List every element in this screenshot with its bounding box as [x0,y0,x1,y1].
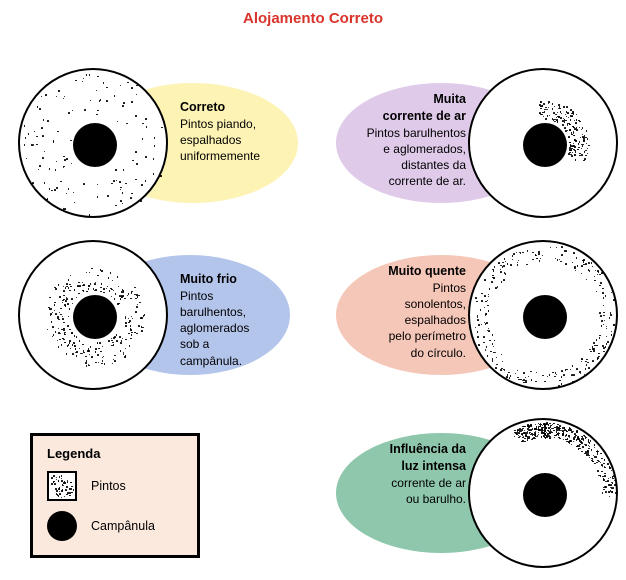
panel-text: Muita corrente de ar Pintos barulhentos e a… [367,91,466,190]
panel-text: Correto Pintos piando, espalhados uniformem… [180,99,260,164]
brooder-icon [523,473,567,517]
brooder-circle [468,418,618,568]
panel-muito_quente: Muito quente Pintos sonolentos, espalhados p… [318,235,618,395]
panel-desc-line: Pintos [433,281,466,295]
legend-swatch-pintos [47,471,77,501]
legend-row: Campânula [47,511,183,541]
panel-correto: Correto Pintos piando, espalhados uniformem… [18,63,318,223]
panel-text: Muito quente Pintos sonolentos, espalhados p… [388,263,466,361]
panel-muita_corrente: Muita corrente de ar Pintos barulhentos e a… [318,63,618,223]
panel-heading: Muito frio [180,272,237,286]
panel-muito_frio: Muito frio Pintos barulhentos, aglomerados s… [18,235,318,395]
panel-heading: Muito quente [388,264,466,278]
brooder-icon [523,123,567,167]
diagram-grid: Correto Pintos piando, espalhados uniformem… [0,35,626,577]
panel-desc-line: corrente de ar. [389,174,466,188]
brooder-circle [468,68,618,218]
panel-heading: Influência da [390,442,466,456]
panel-desc-line: barulhentos, [180,305,246,319]
page-title: Alojamento Correto [0,0,626,35]
brooder-icon [73,295,117,339]
panel-desc-line: pelo perímetro [389,329,466,343]
panel-desc-line: Pintos [180,289,213,303]
legend-brooder-icon [47,511,77,541]
panel-desc-line: aglomerados [180,321,249,335]
panel-desc-line: sonolentos, [405,297,466,311]
legend-label: Pintos [91,479,126,493]
legend-label: Campânula [91,519,155,533]
brooder-circle [18,240,168,390]
panel-text: Muito frio Pintos barulhentos, aglomerados s… [180,271,249,369]
panel-desc-line: e aglomerados, [383,142,466,156]
panel-heading: Correto [180,100,225,114]
panel-desc-line: do círculo. [411,346,466,360]
brooder-circle [18,68,168,218]
panel-heading: Muita [433,92,466,106]
panel-text: Influência da luz intensa corrente de ar ou… [390,441,466,507]
brooder-icon [523,295,567,339]
panel-heading-2: luz intensa [401,459,466,473]
panel-desc-line: corrente de ar [391,476,466,490]
panel-desc-line: uniformemente [180,149,260,163]
panel-desc-line: distantes da [401,158,466,172]
panel-desc-line: Pintos barulhentos [367,126,466,140]
panel-desc-line: espalhados [405,313,466,327]
panel-desc-line: ou barulho. [406,492,466,506]
panel-luz_intensa: Influência da luz intensa corrente de ar ou… [318,413,618,573]
legend-box: Legenda Pintos Campânula [30,433,200,558]
panel-desc-line: sob a [180,337,209,351]
panel-desc-line: Pintos piando, [180,117,256,131]
legend-title: Legenda [47,446,183,461]
panel-desc-line: campânula. [180,354,242,368]
panel-desc-line: espalhados [180,133,241,147]
brooder-icon [73,123,117,167]
brooder-circle [468,240,618,390]
legend-row: Pintos [47,471,183,501]
panel-heading-2: corrente de ar [383,109,466,123]
